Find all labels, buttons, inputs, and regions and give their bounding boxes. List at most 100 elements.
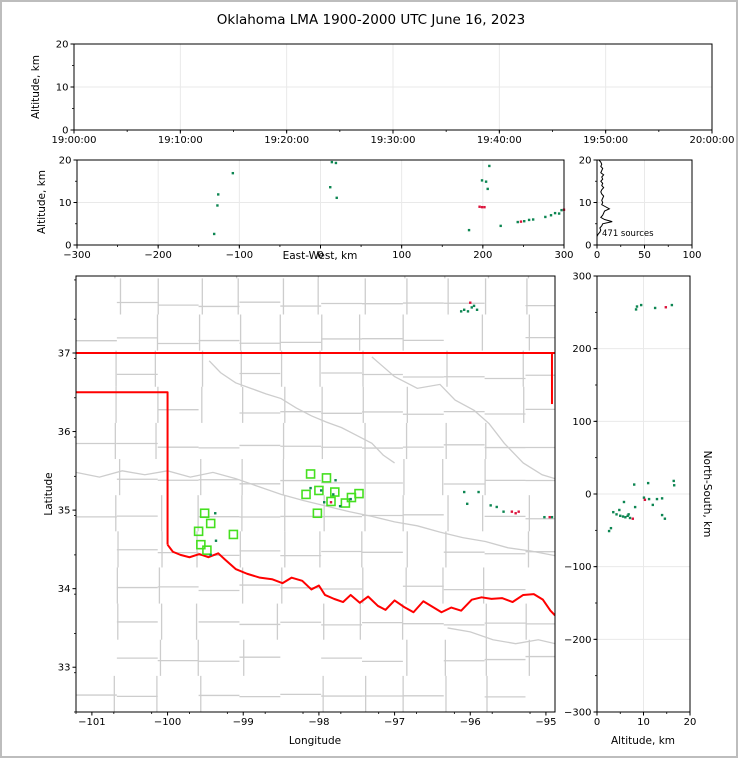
sources-red-point bbox=[510, 510, 514, 513]
sources-green-point bbox=[335, 196, 338, 200]
sources-green-point bbox=[332, 493, 335, 496]
plot-title: Oklahoma LMA 1900-2000 UTC June 16, 2023 bbox=[216, 12, 526, 28]
x-tick-label: −98 bbox=[308, 717, 329, 728]
y-tick-label: 20 bbox=[56, 40, 69, 51]
sources-green-point bbox=[549, 214, 553, 217]
y-tick-label: 37 bbox=[58, 348, 71, 359]
sources-green-point bbox=[607, 529, 611, 533]
sources-green-point bbox=[334, 479, 337, 482]
y-tick-label: 0 bbox=[585, 241, 591, 252]
y-tick-label: 100 bbox=[572, 417, 591, 428]
sources-green-point bbox=[550, 515, 554, 519]
lma-station-marker bbox=[199, 508, 210, 519]
sources-green-point bbox=[655, 497, 659, 501]
x-tick-label: 19:30:00 bbox=[371, 135, 416, 146]
sources-green-point bbox=[672, 484, 676, 487]
y-tick-label: 10 bbox=[59, 198, 72, 209]
lma-station-marker bbox=[305, 469, 316, 479]
river-line bbox=[76, 470, 555, 557]
source-count-annotation: 471 sources bbox=[602, 229, 654, 239]
panel-ns_altitude: 0 10 20 −300 −200 −100 0 100 200 300 bbox=[564, 272, 696, 729]
sources-green-point bbox=[484, 180, 488, 183]
y-tick-label: 33 bbox=[58, 663, 71, 674]
sources-green-point bbox=[319, 489, 323, 492]
sources-green-point bbox=[470, 306, 473, 309]
sources-green-point bbox=[486, 187, 489, 191]
y-tick-label: 10 bbox=[56, 83, 69, 94]
sources-green-point bbox=[621, 515, 625, 518]
x-tick-label: 100 bbox=[392, 250, 411, 261]
sources-green-point bbox=[480, 179, 484, 182]
sources-green-point bbox=[646, 481, 650, 485]
sources-green-point bbox=[624, 516, 627, 519]
x-tick-label: −96 bbox=[460, 717, 481, 728]
sources-green-point bbox=[214, 539, 218, 542]
sources-red-point bbox=[514, 512, 517, 515]
sources-green-point bbox=[475, 308, 479, 311]
sources-green-point bbox=[214, 512, 217, 515]
panel-altitude_histogram: 0 50 100 0 10 20 bbox=[579, 156, 702, 262]
x-tick-label: −97 bbox=[384, 717, 405, 728]
lma-station-marker bbox=[193, 526, 204, 537]
state-border bbox=[76, 391, 169, 545]
river-line bbox=[447, 627, 555, 645]
y-tick-label: 0 bbox=[585, 490, 591, 501]
lma-station-marker bbox=[205, 518, 216, 529]
sources-green-point bbox=[553, 211, 557, 215]
sources-red-point bbox=[631, 517, 635, 520]
lma-station-marker bbox=[228, 529, 239, 540]
sources-green-point bbox=[627, 513, 630, 516]
y-tick-label: 0 bbox=[65, 241, 71, 252]
sources-red-point bbox=[517, 510, 520, 513]
sources-green-point bbox=[477, 490, 480, 494]
sources-green-point bbox=[516, 220, 519, 224]
sources-red-point bbox=[480, 205, 484, 209]
sources-green-point bbox=[618, 508, 621, 512]
x-tick-label: 100 bbox=[682, 250, 701, 261]
river-line bbox=[371, 356, 555, 480]
sources-green-point bbox=[330, 160, 334, 164]
sources-green-point bbox=[466, 502, 469, 506]
y-tick-label: 20 bbox=[579, 156, 592, 167]
panel-frame bbox=[75, 275, 556, 713]
y-tick-label: 34 bbox=[58, 584, 71, 595]
sources-green-point bbox=[499, 224, 502, 228]
sources-green-point bbox=[560, 208, 563, 212]
sources-green-point bbox=[612, 510, 615, 514]
sources-green-point bbox=[543, 515, 546, 519]
sources-green-point bbox=[466, 310, 470, 313]
river-line bbox=[208, 360, 395, 464]
x-tick-label: 20:00:00 bbox=[690, 135, 735, 146]
x-axis-label-map-panel: Longitude bbox=[288, 735, 342, 747]
sources-green-point bbox=[633, 483, 636, 486]
sources-green-point bbox=[672, 479, 675, 483]
x-tick-label: 200 bbox=[473, 250, 492, 261]
sources-green-point bbox=[459, 310, 463, 313]
x-tick-label: 19:20:00 bbox=[264, 135, 309, 146]
x-tick-label: 19:10:00 bbox=[158, 135, 203, 146]
sources-red-point bbox=[548, 515, 551, 519]
sources-green-point bbox=[209, 553, 212, 557]
lma-station-marker bbox=[314, 485, 324, 496]
x-tick-label: −200 bbox=[144, 250, 171, 261]
x-tick-label: −95 bbox=[535, 717, 556, 728]
y-tick-label: 10 bbox=[579, 198, 592, 209]
sources-green-point bbox=[349, 497, 352, 501]
sources-red-point bbox=[483, 205, 486, 209]
sources-green-point bbox=[323, 501, 326, 504]
x-tick-label: −101 bbox=[78, 717, 105, 728]
sources-green-point bbox=[488, 164, 491, 168]
y-tick-label: −100 bbox=[564, 562, 591, 573]
sources-red-point bbox=[469, 301, 472, 304]
sources-green-point bbox=[622, 500, 626, 504]
sources-red-point bbox=[519, 220, 523, 223]
sources-green-point bbox=[634, 308, 638, 311]
sources-green-point bbox=[639, 303, 643, 307]
lma-station-marker bbox=[340, 498, 351, 508]
lma-station-marker bbox=[354, 488, 364, 499]
sources-green-point bbox=[338, 504, 342, 508]
sources-green-point bbox=[670, 303, 674, 307]
panel-map: −101 −100 −99 −98 −97 −96 −95 33 34 35 36 37 bbox=[58, 275, 556, 728]
sources-green-point bbox=[216, 204, 219, 207]
